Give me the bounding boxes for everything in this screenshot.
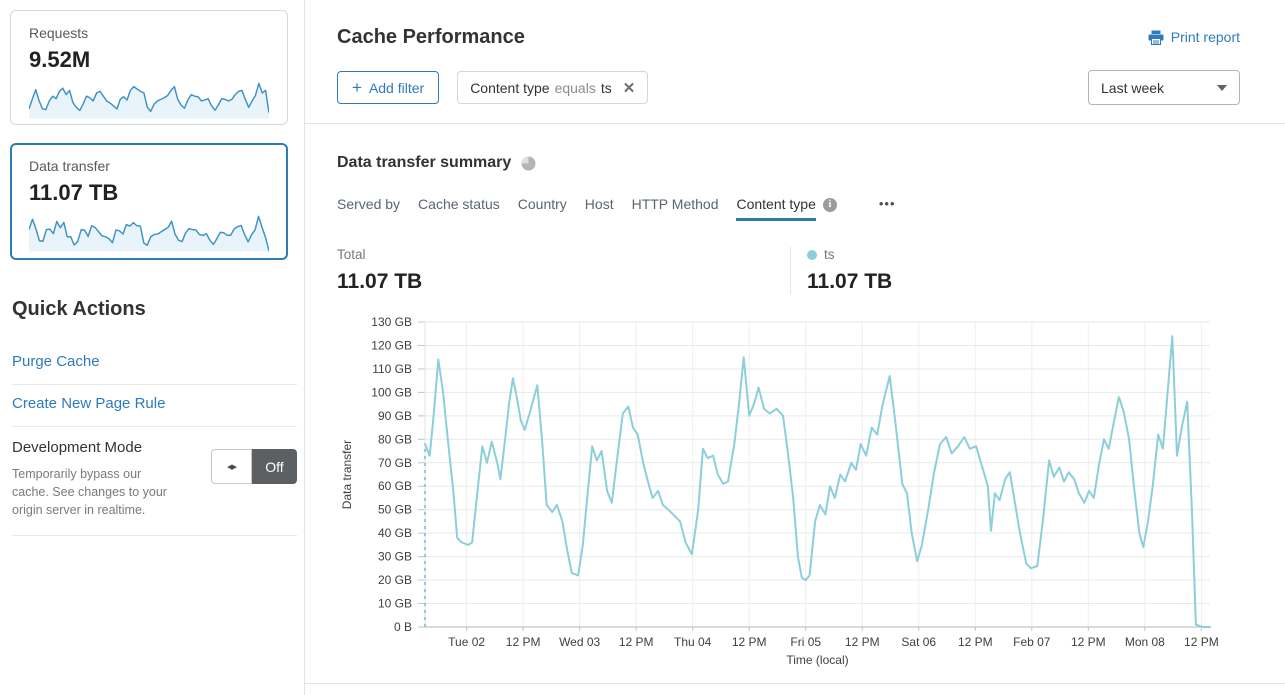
svg-text:Time (local): Time (local) (786, 653, 848, 667)
series-stat: ts 11.07 TB (790, 247, 892, 294)
svg-text:0 B: 0 B (394, 620, 412, 634)
svg-text:70 GB: 70 GB (378, 456, 412, 470)
requests-card-value: 9.52M (29, 47, 91, 72)
svg-text:12 PM: 12 PM (506, 635, 541, 649)
section-title: Data transfer summary (337, 154, 512, 171)
toggle-arrows-icon: ◂▸ (211, 449, 252, 484)
svg-text:80 GB: 80 GB (378, 432, 412, 446)
data-transfer-sparkline (29, 215, 269, 252)
legend-dot (807, 249, 817, 260)
pie-chart-icon (521, 156, 536, 170)
print-report-label: Print report (1170, 29, 1240, 45)
chart-area: Tue 02 12 PM Wed 03 12 PM Thu 04 12 PM Fri 05 1… (337, 314, 1285, 669)
svg-text:50 GB: 50 GB (378, 503, 412, 517)
plus-icon: + (352, 78, 362, 97)
tab-host[interactable]: Host (584, 196, 614, 212)
header-row: Cache Performance Print report (337, 26, 1285, 49)
requests-card-label: Requests (29, 25, 89, 41)
data-transfer-card-label: Data transfer (29, 158, 110, 174)
quick-actions-title: Quick Actions (12, 298, 146, 320)
requests-sparkline (29, 82, 269, 119)
purge-cache-link[interactable]: Purge Cache (12, 353, 100, 370)
tab-served-by[interactable]: Served by (337, 196, 401, 212)
divider (12, 426, 297, 427)
page-title: Cache Performance (337, 26, 525, 48)
data-transfer-card-value: 11.07 TB (29, 180, 119, 205)
add-filter-button[interactable]: + Add filter (337, 71, 440, 104)
create-page-rule-link[interactable]: Create New Page Rule (12, 395, 166, 412)
development-mode-row: Development Mode Temporarily bypass our … (12, 427, 297, 535)
divider (12, 384, 297, 385)
svg-text:Tue 02: Tue 02 (448, 635, 485, 649)
filter-chip-field: Content type (470, 79, 550, 96)
development-mode-title: Development Mode (12, 439, 143, 456)
remove-filter-icon[interactable]: ✕ (622, 79, 636, 97)
data-transfer-card[interactable]: Data transfer 11.07 TB (10, 143, 288, 260)
data-transfer-chart: Tue 02 12 PM Wed 03 12 PM Thu 04 12 PM Fri 05 1… (340, 315, 1219, 667)
filter-row: + Add filter Content type equals ts ✕ La… (337, 70, 1285, 105)
time-range-value: Last week (1101, 79, 1165, 96)
summary-tabs: Served by Cache status Country Host HTTP… (337, 196, 1285, 221)
svg-text:12 PM: 12 PM (619, 635, 654, 649)
svg-text:Wed 03: Wed 03 (559, 635, 600, 649)
svg-text:Sat 06: Sat 06 (901, 635, 936, 649)
time-range-select[interactable]: Last week (1088, 70, 1240, 105)
svg-text:Feb 07: Feb 07 (1013, 635, 1051, 649)
svg-text:Data transfer: Data transfer (340, 440, 354, 509)
data-transfer-summary-section: Data transfer summary Served by Cache st… (337, 124, 1285, 669)
svg-text:Fri 05: Fri 05 (790, 635, 821, 649)
svg-text:12 PM: 12 PM (1071, 635, 1106, 649)
legend-series-name: ts (824, 247, 835, 262)
total-value: 11.07 TB (337, 270, 423, 293)
divider (12, 535, 297, 537)
toggle-state-label: Off (252, 449, 297, 484)
tab-country[interactable]: Country (517, 196, 567, 212)
divider (305, 123, 1285, 124)
total-stat: Total 11.07 TB (337, 247, 790, 294)
requests-card[interactable]: Requests 9.52M (10, 10, 288, 125)
sidebar: Requests 9.52M Data transfer 11.07 TB Qu… (0, 0, 305, 695)
filter-chip[interactable]: Content type equals ts ✕ (457, 71, 649, 104)
svg-text:40 GB: 40 GB (378, 526, 412, 540)
svg-text:110 GB: 110 GB (372, 362, 412, 376)
tab-cache-status[interactable]: Cache status (418, 196, 500, 212)
chevron-down-icon (1217, 84, 1227, 91)
filter-chip-operator: equals (554, 79, 596, 96)
total-label: Total (337, 247, 366, 262)
divider (305, 683, 1285, 684)
svg-text:12 PM: 12 PM (1184, 635, 1219, 649)
svg-text:12 PM: 12 PM (732, 635, 767, 649)
svg-text:10 GB: 10 GB (378, 597, 412, 611)
svg-text:12 PM: 12 PM (845, 635, 880, 649)
svg-text:20 GB: 20 GB (378, 573, 412, 587)
stats-row: Total 11.07 TB ts 11.07 TB (337, 247, 1285, 294)
filter-chip-value: ts (600, 79, 612, 96)
add-filter-label: Add filter (368, 79, 425, 96)
development-mode-description: Temporarily bypass our cache. See change… (12, 467, 167, 518)
svg-text:Mon 08: Mon 08 (1125, 635, 1165, 649)
info-icon[interactable]: i (822, 197, 837, 212)
tab-content-type[interactable]: Content type i (736, 196, 837, 221)
legend-series-value: 11.07 TB (807, 270, 893, 293)
svg-text:30 GB: 30 GB (378, 550, 412, 564)
svg-text:90 GB: 90 GB (378, 409, 412, 423)
svg-text:120 GB: 120 GB (371, 338, 412, 352)
svg-text:130 GB: 130 GB (371, 315, 412, 329)
print-report-link[interactable]: Print report (1148, 29, 1240, 45)
development-mode-toggle[interactable]: ◂▸ Off (211, 449, 297, 484)
printer-icon (1148, 30, 1164, 45)
svg-text:100 GB: 100 GB (371, 385, 412, 399)
main-content: Cache Performance Print report + Add fil… (305, 0, 1285, 695)
svg-text:12 PM: 12 PM (958, 635, 993, 649)
more-options-button[interactable]: ••• (878, 196, 896, 211)
svg-text:Thu 04: Thu 04 (674, 635, 712, 649)
tab-http-method[interactable]: HTTP Method (631, 196, 719, 212)
development-mode-text: Development Mode Temporarily bypass our … (12, 439, 187, 519)
quick-actions-section: Quick Actions Purge Cache Create New Pag… (10, 298, 297, 537)
svg-text:60 GB: 60 GB (378, 479, 412, 493)
